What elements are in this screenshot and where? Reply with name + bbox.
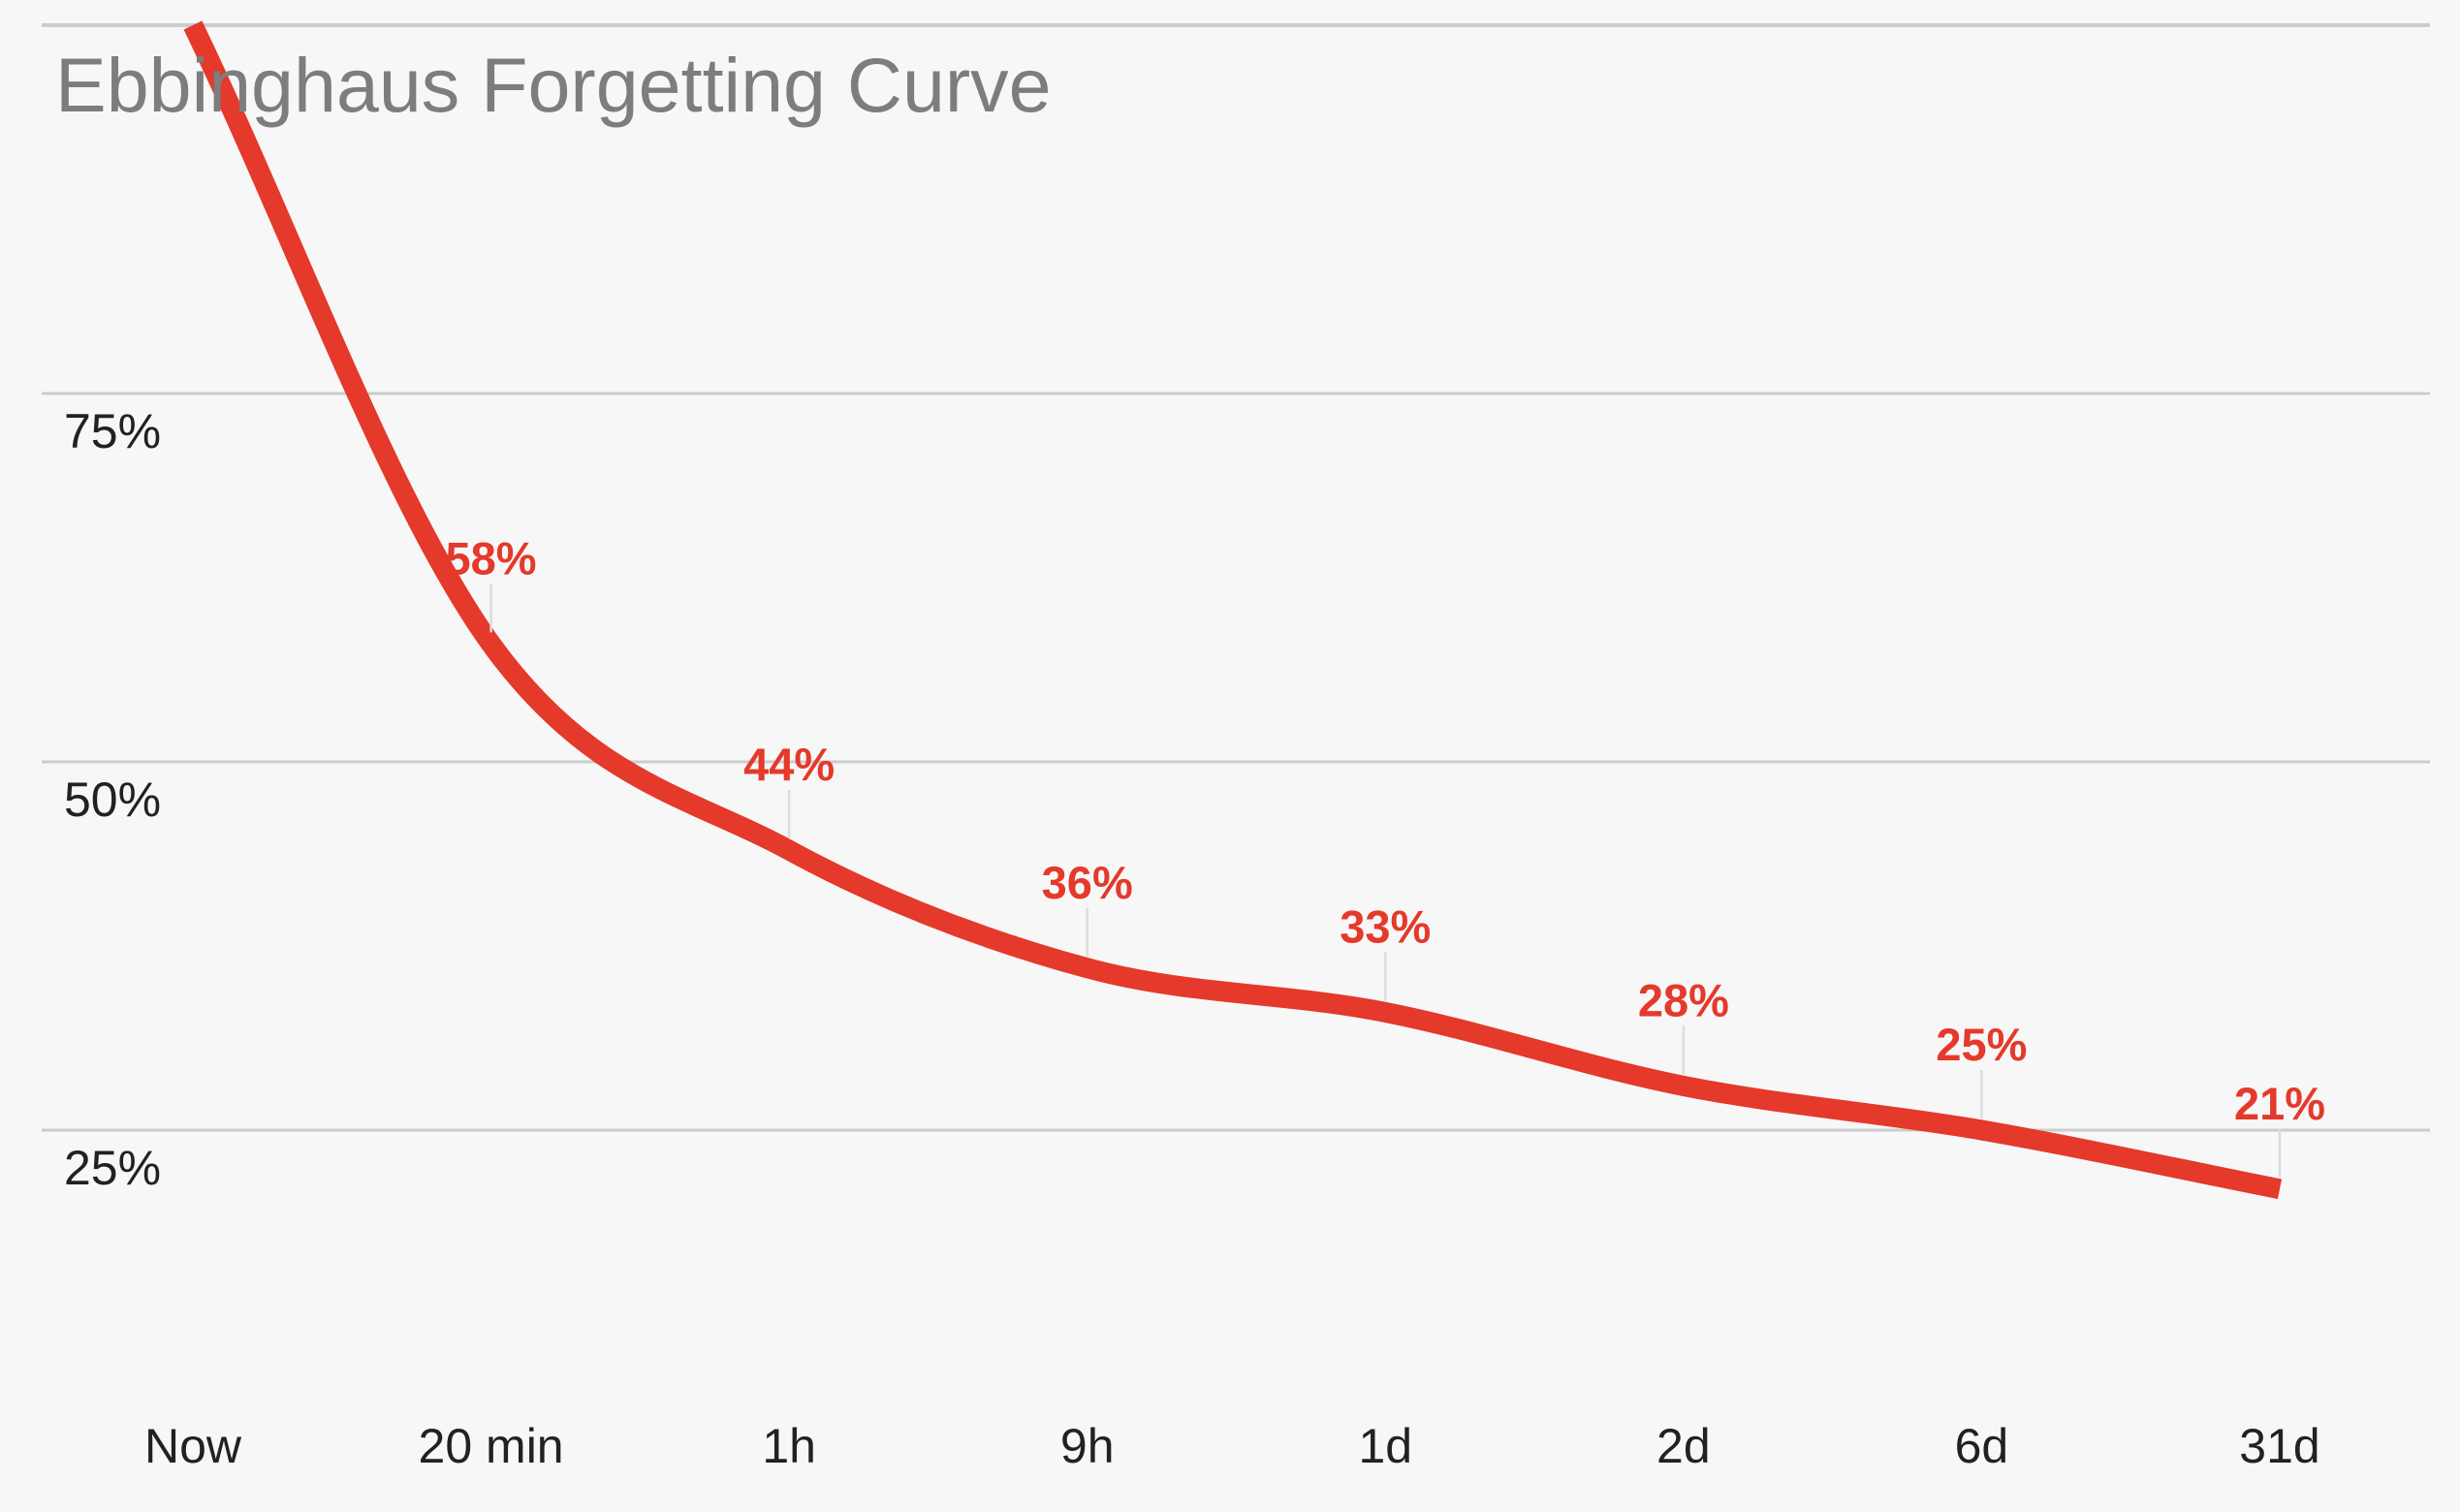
x-axis-label: 2d (1656, 1419, 1711, 1473)
data-point-annotation: 36% (1042, 857, 1133, 908)
x-axis-label: 31d (2239, 1419, 2319, 1473)
data-point-annotation: 21% (2234, 1078, 2325, 1129)
data-point-annotation: 25% (1936, 1019, 2027, 1070)
data-point-annotation: 58% (446, 532, 537, 583)
data-point-annotation: 33% (1340, 900, 1431, 952)
y-axis-label: 75% (64, 404, 161, 458)
x-axis-label: 1d (1358, 1419, 1412, 1473)
chart-title: Ebbinghaus Forgetting Curve (55, 42, 1052, 128)
x-axis-label: Now (144, 1419, 242, 1473)
y-axis-label: 25% (64, 1141, 161, 1195)
gridlines (42, 23, 2430, 1132)
data-point-annotation: 44% (743, 739, 835, 790)
x-axis-label: 20 min (419, 1419, 564, 1473)
y-axis-label: 50% (64, 772, 161, 827)
x-axis-label: 1h (762, 1419, 816, 1473)
annotation-stems (489, 583, 2282, 1178)
x-axis-labels: Now 20 min 1h 9h 1d 2d 6d 31d (144, 1419, 2320, 1473)
retention-curve-line (183, 20, 2283, 1200)
y-axis-labels: 75% 50% 25% (64, 404, 161, 1195)
x-axis-label: 6d (1955, 1419, 2009, 1473)
data-point-annotation: 28% (1638, 974, 1729, 1025)
annotation-labels: 58% 44% 36% 33% 28% 25% 21% (446, 532, 2326, 1128)
x-axis-label: 9h (1060, 1419, 1115, 1473)
